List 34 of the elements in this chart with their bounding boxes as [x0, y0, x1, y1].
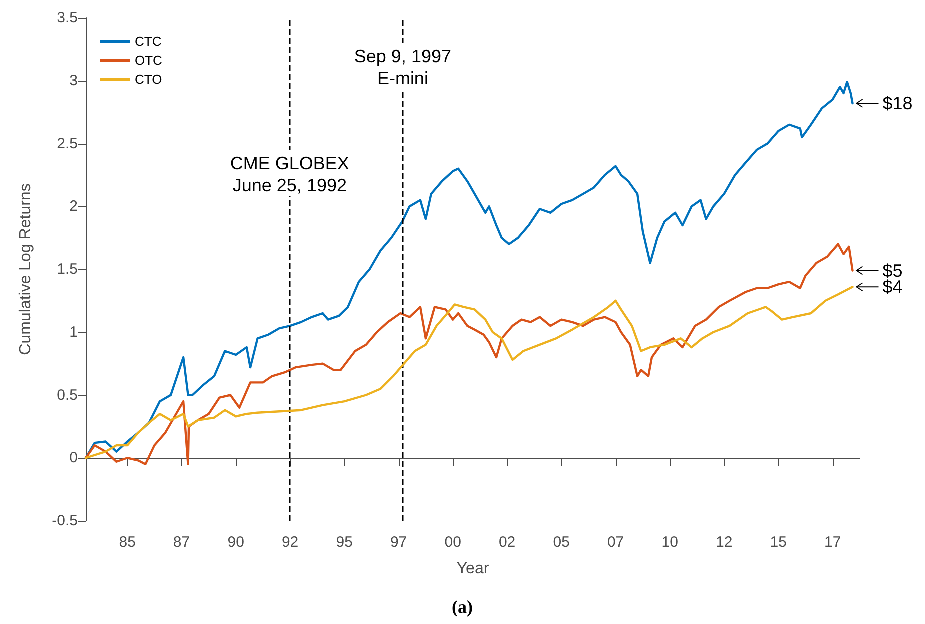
y-tick-label: 3.5: [57, 10, 78, 26]
line-series: [84, 243, 854, 466]
annotation: CME GLOBEX June 25, 1992: [230, 153, 350, 196]
legend-label: OTC: [135, 53, 162, 68]
y-tick-label: -0.5: [52, 512, 78, 530]
x-axis-title: Year: [456, 560, 490, 578]
y-axis-title: Cumulative Log Returns: [18, 184, 34, 356]
legend-label: CTO: [135, 72, 162, 87]
y-tick-label: 0: [70, 450, 78, 467]
y-tick-label: 2.5: [57, 135, 78, 152]
x-tick-label: 00: [444, 534, 462, 551]
y-tick-label: 1: [70, 324, 78, 341]
x-tick-label: 87: [173, 534, 190, 551]
annotation: Sep 9, 1997 E-mini: [354, 46, 452, 88]
x-tick-label: 17: [824, 534, 842, 551]
y-tick-label: 1.5: [57, 261, 78, 278]
x-tick-label: 85: [119, 534, 136, 551]
x-tick-label: 02: [498, 534, 516, 551]
x-tick-label: 15: [770, 534, 787, 551]
x-tick-label: 07: [607, 534, 624, 551]
x-tick-label: 95: [336, 534, 353, 551]
y-tick-label: 3: [70, 72, 78, 90]
y-tick-label: 0.5: [57, 386, 78, 404]
legend-label: CTC: [135, 34, 162, 49]
line-series: [84, 286, 854, 460]
x-tick-label: 10: [662, 534, 678, 551]
annotation: $18: [882, 94, 913, 114]
y-tick-label: 2: [70, 198, 78, 216]
x-tick-label: 05: [553, 534, 570, 551]
x-tick-label: 92: [282, 534, 299, 551]
x-tick-label: 90: [228, 534, 244, 551]
text: (a): [452, 597, 474, 617]
x-tick-label: 12: [716, 534, 733, 551]
x-tick-label: 97: [390, 534, 408, 551]
